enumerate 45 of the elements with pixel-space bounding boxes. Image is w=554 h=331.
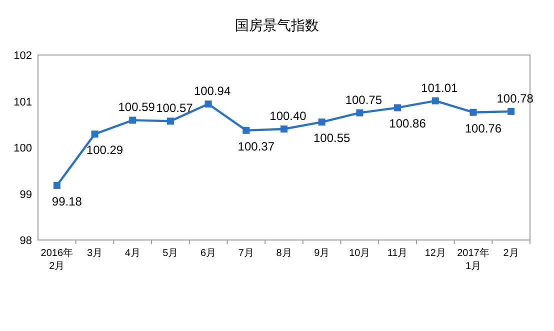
x-tick-label: 8月: [276, 248, 292, 259]
data-label: 99.18: [52, 194, 82, 208]
point: [166, 118, 174, 125]
data-label: 100.40: [270, 109, 307, 123]
chart-title: 国房景气指数: [235, 17, 319, 33]
point: [280, 126, 288, 132]
x-tick-label: 4月: [124, 248, 140, 259]
data-label: 100.37: [238, 139, 275, 154]
y-tick-label: 99: [20, 188, 32, 201]
x-tick-label: 2月: [503, 248, 519, 259]
data-label: 101.01: [421, 80, 458, 95]
x-tick-label: 11月: [387, 248, 408, 259]
y-tick-label: 100: [14, 142, 32, 154]
data-label: 100.55: [313, 131, 351, 146]
data-label: 100.75: [345, 92, 382, 107]
point: [242, 126, 250, 134]
x-tick-label: 6月: [200, 248, 216, 259]
point: [129, 116, 136, 124]
data-label: 100.57: [156, 101, 194, 116]
point: [394, 104, 402, 112]
x-tick-label: 12月: [424, 248, 446, 259]
data-label: 100.76: [464, 121, 502, 136]
x-tick-label: 2016年 2月: [40, 247, 74, 272]
y-tick-label: 101: [14, 96, 32, 108]
point: [53, 182, 60, 189]
point: [318, 118, 326, 126]
x-tick-label: 3月: [86, 248, 103, 259]
point: [204, 100, 212, 108]
x-tick-label: 5月: [162, 248, 178, 259]
x-tick-label: 2017年 1月: [457, 247, 490, 272]
data-label: 100.59: [118, 100, 156, 114]
point: [356, 109, 364, 116]
point: [91, 130, 98, 138]
data-label: 100.78: [496, 91, 534, 106]
x-tick-label: 9月: [314, 248, 330, 259]
data-label: 100.94: [194, 84, 231, 98]
y-tick-label: 102: [14, 50, 32, 62]
data-label: 100.29: [86, 143, 124, 158]
y-tick-label: 98: [20, 235, 32, 247]
data-label: 100.86: [389, 116, 426, 131]
point: [470, 108, 477, 116]
x-tick-label: 10月: [349, 248, 370, 259]
point: [432, 97, 439, 104]
point: [508, 108, 515, 115]
x-tick-label: 7月: [238, 248, 254, 259]
